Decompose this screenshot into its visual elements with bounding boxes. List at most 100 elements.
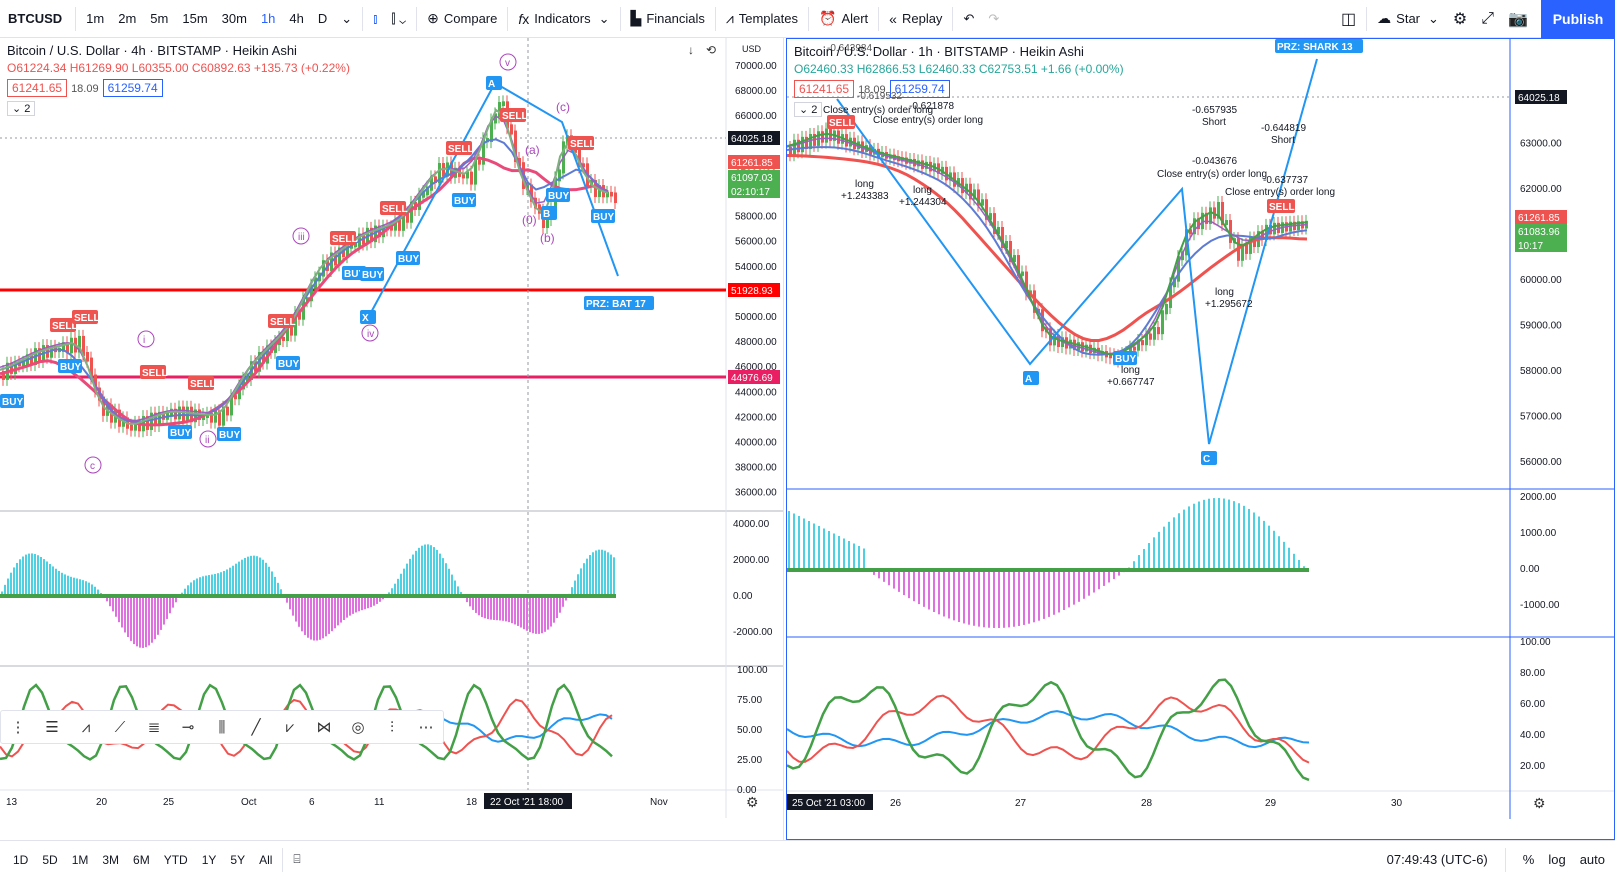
- candle: [801, 136, 804, 153]
- candle: [1241, 243, 1244, 261]
- clock[interactable]: 07:49:43 (UTC-6): [1386, 852, 1488, 867]
- vertical-lines-icon[interactable]: ⫼: [218, 718, 226, 736]
- interval-1m[interactable]: 1m: [86, 11, 105, 26]
- range-1d[interactable]: 1D: [13, 852, 29, 867]
- lines-tool-icon[interactable]: ☰: [45, 719, 59, 736]
- settings-gear-icon[interactable]: ⚙: [1452, 10, 1468, 28]
- financials-label: Financials: [646, 11, 705, 26]
- range-all[interactable]: All: [259, 852, 273, 867]
- bid-price-box[interactable]: 61241.65: [794, 80, 855, 98]
- compare-button[interactable]: ⊕ Compare: [420, 0, 504, 38]
- price-tick: 56000.00: [1520, 457, 1562, 468]
- interval-15m[interactable]: 15m: [182, 11, 208, 26]
- interval-d[interactable]: D: [317, 11, 328, 26]
- candle: [518, 157, 521, 167]
- candle: [606, 191, 609, 198]
- candle: [374, 225, 377, 243]
- interval-30m[interactable]: 30m: [221, 11, 247, 26]
- candles-icon[interactable]: ⫿ ⌄: [391, 10, 407, 26]
- publish-button[interactable]: Publish: [1541, 0, 1615, 38]
- range-5y[interactable]: 5Y: [230, 852, 246, 867]
- indicators-button[interactable]: fx Indicators ⌄: [511, 0, 616, 38]
- divider: [362, 6, 364, 31]
- fib-icon[interactable]: ≣: [147, 719, 161, 736]
- time-tick: 30: [1391, 798, 1403, 809]
- left-chart-canvas[interactable]: 70000.0068000.0066000.0064000.0062000.00…: [0, 38, 784, 840]
- log-toggle[interactable]: log: [1548, 852, 1566, 867]
- candle: [809, 134, 812, 150]
- trendline-icon[interactable]: ╱: [251, 719, 261, 736]
- fullscreen-icon[interactable]: ⤢: [1481, 9, 1495, 27]
- chevron-down-icon[interactable]: ⌄: [341, 10, 353, 26]
- camera-icon[interactable]: 📷: [1508, 10, 1528, 28]
- ask-price-box[interactable]: 61259.74: [889, 80, 950, 98]
- short-value-4: -0.637737: [1263, 175, 1308, 186]
- candle: [306, 297, 309, 302]
- settings-lines-icon[interactable]: ⫶: [390, 718, 394, 736]
- macd-tick: 2000.00: [1520, 492, 1557, 503]
- fib-circle-icon[interactable]: ◎: [351, 719, 365, 736]
- star-label: Star: [1396, 11, 1421, 26]
- redo-icon[interactable]: ↷: [988, 10, 1000, 26]
- sell-signal: SELL: [270, 317, 296, 328]
- sell-signal: SELL: [74, 313, 100, 324]
- sell-signal: SELL: [142, 368, 168, 379]
- ask-price-box[interactable]: 61259.74: [102, 79, 163, 97]
- candle: [1001, 227, 1004, 248]
- buy-signal-bg: [1113, 351, 1137, 365]
- replay-button[interactable]: « Replay: [882, 0, 949, 38]
- rsi-tick: 100.00: [737, 665, 768, 676]
- date-range-icon[interactable]: ⌸: [293, 852, 301, 866]
- time-tick: 13: [6, 797, 18, 808]
- percent-toggle[interactable]: %: [1522, 852, 1535, 867]
- price-tick: 63000.00: [1520, 139, 1562, 150]
- right-chart-panel[interactable]: Bitcoin / U.S. Dollar · 1h · BITSTAMP · …: [786, 38, 1615, 840]
- horizontal-line-icon[interactable]: ⊸: [181, 719, 195, 736]
- candle: [594, 180, 597, 197]
- alert-button[interactable]: ⏰ Alert: [812, 0, 875, 38]
- bid-price-box[interactable]: 61241.65: [7, 79, 68, 97]
- bar-style-icon[interactable]: ⫾: [373, 10, 378, 26]
- candle: [1189, 229, 1192, 235]
- divider: [416, 6, 418, 31]
- candle: [230, 395, 233, 416]
- point-a-badge: A: [1025, 374, 1032, 385]
- auto-toggle[interactable]: auto: [1579, 852, 1605, 867]
- interval-2m[interactable]: 2m: [118, 11, 137, 26]
- layout-icon[interactable]: ◫: [1341, 10, 1357, 28]
- financials-button[interactable]: ▙ Financials: [624, 0, 712, 38]
- long-value-1: +1.243383: [841, 191, 889, 202]
- range-ytd[interactable]: YTD: [163, 852, 188, 867]
- macd-tick: 0.00: [733, 591, 753, 602]
- interval-1h[interactable]: 1h: [260, 11, 276, 26]
- candle: [434, 176, 437, 184]
- range-6m[interactable]: 6M: [133, 852, 150, 867]
- short-value-1: -0.657935: [1192, 105, 1237, 116]
- elliott-wave-icon[interactable]: ⩗: [285, 718, 295, 736]
- templates-button[interactable]: ⩘ Templates: [719, 0, 805, 38]
- candle: [310, 284, 313, 302]
- xabcd-icon[interactable]: ⋈: [316, 719, 332, 736]
- interval-5m[interactable]: 5m: [150, 11, 169, 26]
- collapse-indicators-button[interactable]: ⌄ 2: [794, 102, 823, 117]
- brush-icon[interactable]: ⟋: [114, 718, 126, 736]
- star-button[interactable]: ☁ Star ⌄: [1370, 0, 1446, 38]
- templates-icon: ⩘: [725, 10, 734, 26]
- grip-icon[interactable]: ⋮: [10, 719, 26, 736]
- abc-pattern-icon[interactable]: ⩘: [81, 718, 91, 736]
- range-1y[interactable]: 1Y: [201, 852, 217, 867]
- range-1m[interactable]: 1M: [71, 852, 89, 867]
- pattern-icon[interactable]: ⋯: [418, 719, 434, 736]
- wave-0-label: (0): [522, 213, 537, 227]
- collapse-indicators-button[interactable]: ⌄ 2: [7, 101, 36, 116]
- range-5d[interactable]: 5D: [42, 852, 58, 867]
- right-chart-canvas[interactable]: 64000.0063000.0062000.0061000.0060000.00…: [787, 39, 1614, 839]
- long-value-2: +1.244304: [899, 197, 947, 208]
- interval-4h[interactable]: 4h: [289, 11, 304, 26]
- undo-icon[interactable]: ↶: [963, 10, 975, 26]
- left-chart-panel[interactable]: Bitcoin / U.S. Dollar · 4h · BITSTAMP · …: [0, 38, 784, 840]
- buy-signal-bg: [396, 251, 420, 265]
- range-3m[interactable]: 3M: [102, 852, 120, 867]
- symbol-search[interactable]: BTCUSD: [8, 11, 63, 26]
- candle: [1225, 220, 1228, 225]
